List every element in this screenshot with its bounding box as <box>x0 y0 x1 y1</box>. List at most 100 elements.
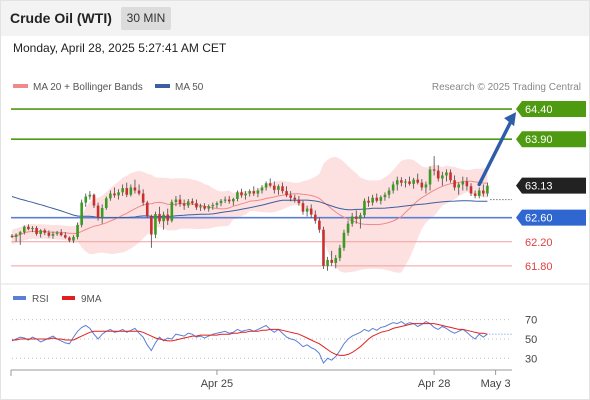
candle-body <box>367 200 370 203</box>
attribution: Research © 2025 Trading Central <box>432 82 581 93</box>
candle-body <box>281 186 284 192</box>
last-price-label: 63.13 <box>525 181 553 193</box>
candle-body <box>338 247 342 259</box>
candle-body <box>260 187 264 191</box>
candle-body <box>14 234 18 237</box>
candle-body <box>477 190 481 196</box>
candle-body <box>166 214 170 221</box>
candle-body <box>211 204 215 207</box>
candle-body <box>457 184 461 188</box>
candle-body <box>375 197 379 201</box>
candle-body <box>293 197 297 200</box>
projection-arrow <box>477 117 514 187</box>
candle-body <box>416 179 420 183</box>
candle-body <box>363 200 366 216</box>
candle-body <box>10 235 14 237</box>
level-label: 61.80 <box>525 261 553 273</box>
candle-body <box>43 230 47 233</box>
candle-body <box>92 194 96 206</box>
candle-body <box>121 188 124 193</box>
candle-body <box>318 220 321 230</box>
candle-body <box>486 185 489 194</box>
candle-body <box>96 205 100 218</box>
candle-body <box>342 232 346 248</box>
rsi-line <box>11 321 488 365</box>
rsi-tick-label: 30 <box>525 353 537 365</box>
legend-swatch <box>13 84 28 88</box>
candle-body <box>72 236 75 241</box>
candle-body <box>252 191 256 194</box>
candle-body <box>137 190 141 194</box>
candle-body <box>297 199 301 204</box>
candle-body <box>31 227 34 230</box>
candle-body <box>133 187 137 191</box>
candle-body <box>195 203 198 208</box>
candle-body <box>350 216 354 224</box>
timeframe-button[interactable]: 30 MIN <box>121 7 171 30</box>
candle-body <box>236 192 239 199</box>
candle-body <box>354 216 358 219</box>
candle-body <box>256 190 260 194</box>
candle-body <box>35 227 38 234</box>
x-tick-label: Apr 28 <box>418 378 450 390</box>
instrument-title: Crude Oil (WTI) <box>10 10 112 26</box>
candle-body <box>371 197 374 203</box>
candle-body <box>412 179 415 184</box>
candle-body <box>453 180 456 188</box>
x-tick-label: Apr 25 <box>201 378 233 390</box>
candle-body <box>424 184 428 188</box>
candle-body <box>186 201 190 206</box>
candle-body <box>174 199 178 202</box>
candle-body <box>326 259 329 266</box>
candle-body <box>215 203 219 205</box>
candle-body <box>68 237 71 241</box>
candle-body <box>39 230 42 234</box>
candle-body <box>330 259 333 263</box>
candle-body <box>51 233 55 236</box>
candle-body <box>240 192 243 196</box>
candle-body <box>322 229 325 266</box>
candle-body <box>449 172 452 181</box>
candle-body <box>18 232 22 235</box>
candle-body <box>346 223 350 233</box>
candle-body <box>277 186 280 190</box>
candle-body <box>27 226 30 230</box>
candle-body <box>404 181 407 183</box>
candle-body <box>461 181 465 185</box>
level-label: 64.40 <box>525 104 553 116</box>
candle-body <box>432 169 436 171</box>
candle-body <box>334 258 338 263</box>
projection-arrowhead <box>504 112 517 127</box>
ma50-line <box>11 196 488 219</box>
candle-body <box>125 188 129 195</box>
candle-body <box>104 198 108 209</box>
candle-body <box>379 197 383 201</box>
candle-body <box>227 199 231 202</box>
bollinger-band <box>12 157 488 273</box>
candle-body <box>84 196 88 203</box>
header-bar <box>1 1 589 36</box>
last-price-tag <box>516 177 586 194</box>
candle-body <box>482 190 485 194</box>
level-tag <box>516 209 586 226</box>
candle-body <box>203 206 206 209</box>
rsi-ma9-line <box>12 323 488 356</box>
candle-body <box>301 203 305 212</box>
candle-body <box>76 224 79 237</box>
candle-body <box>272 185 276 190</box>
candle-body <box>244 193 247 196</box>
candle-body <box>391 184 395 191</box>
rsi-legend-label: 9MA <box>81 294 102 305</box>
candle-body <box>47 232 51 236</box>
candle-body <box>100 208 104 218</box>
candle-body <box>441 175 444 179</box>
candle-body <box>264 183 268 188</box>
candle-body <box>182 203 186 206</box>
candle-body <box>387 190 391 195</box>
candle-body <box>436 170 440 179</box>
candle-body <box>207 206 211 209</box>
candle-body <box>117 192 120 196</box>
legend-label: MA 20 + Bollinger Bands <box>33 82 143 93</box>
candle-body <box>473 193 477 196</box>
